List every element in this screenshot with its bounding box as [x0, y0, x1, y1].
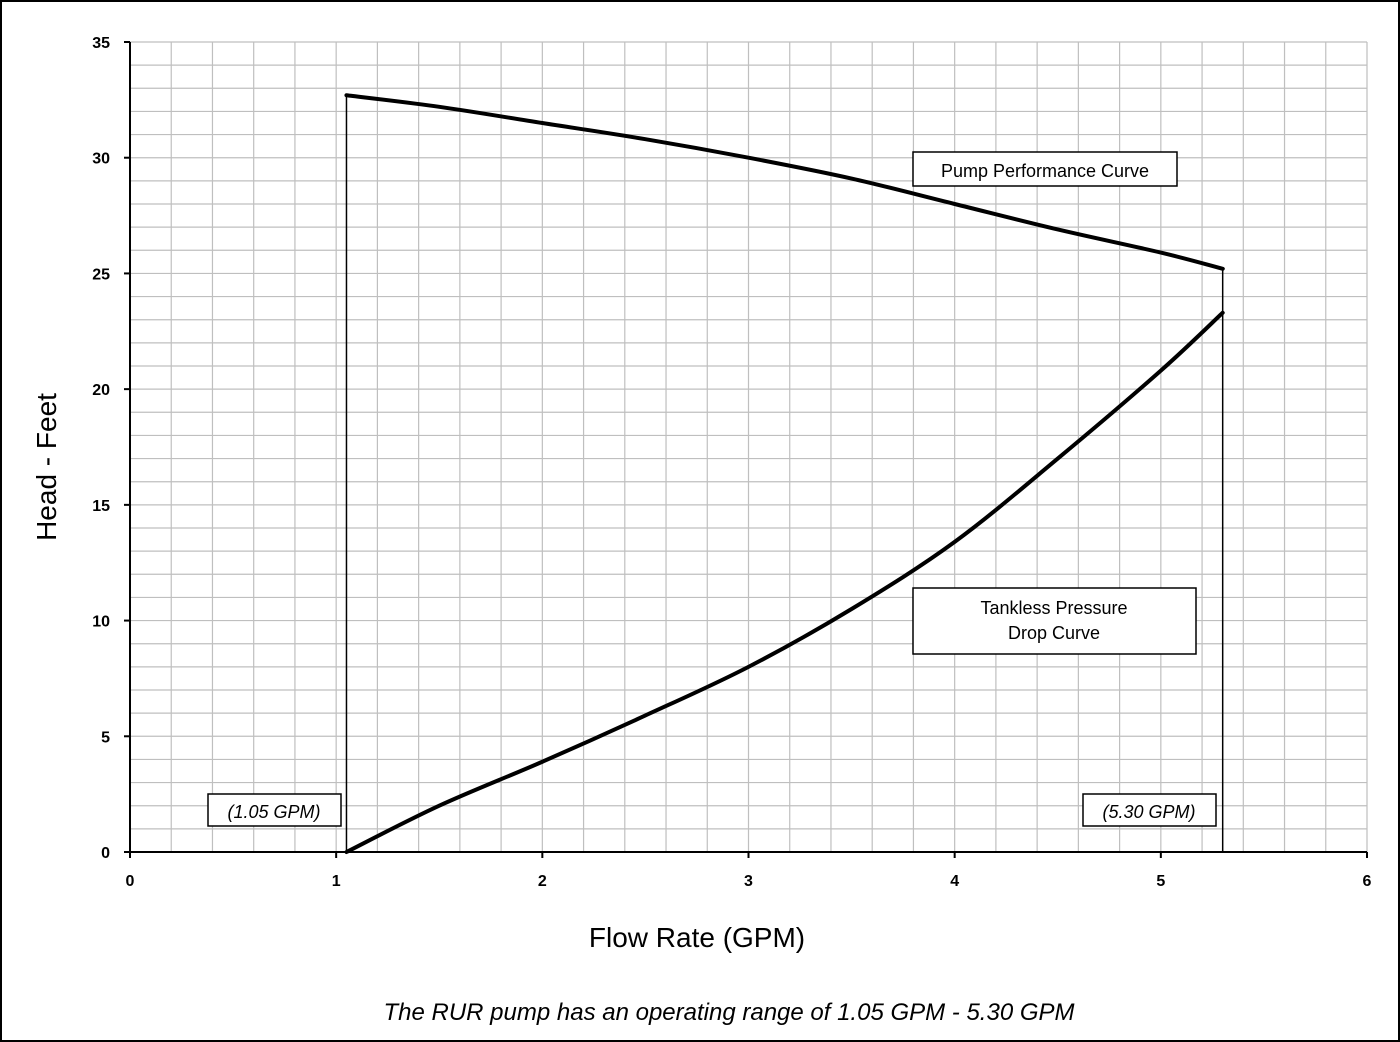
x-tick-label: 5: [1156, 873, 1165, 890]
grid: [129, 41, 1368, 853]
marker-label-box-high: (5.30 GPM): [1082, 793, 1217, 827]
marker-label-low: (1.05 GPM): [227, 802, 320, 822]
chart-caption: The RUR pump has an operating range of 1…: [383, 999, 1074, 1026]
y-tick-label: 20: [92, 382, 110, 399]
y-tick-label: 10: [92, 614, 110, 631]
x-tick-label: 2: [538, 873, 547, 890]
x-tick-label: 6: [1363, 873, 1372, 890]
tankless-curve-label-line1: Tankless Pressure: [980, 598, 1127, 618]
y-tick-label: 25: [92, 266, 110, 283]
axes: [124, 41, 1368, 858]
y-axis-title: Head - Feet: [31, 393, 62, 541]
pump-curve-label: Pump Performance Curve: [941, 161, 1149, 181]
x-tick-label: 3: [744, 873, 753, 890]
marker-label-high: (5.30 GPM): [1102, 802, 1195, 822]
tankless-curve-label-box: Tankless Pressure Drop Curve: [912, 587, 1197, 655]
y-tick-label: 30: [92, 151, 110, 168]
y-tick-label: 35: [92, 35, 110, 52]
tankless-curve-label-line2: Drop Curve: [1008, 623, 1100, 643]
vertical-markers: [344, 94, 1225, 852]
y-tick-label: 5: [101, 729, 110, 746]
series-lines: [344, 93, 1225, 854]
pump-curve-label-box: Pump Performance Curve: [912, 151, 1178, 187]
x-tick-label: 1: [332, 873, 341, 890]
marker-label-box-low: (1.05 GPM): [207, 793, 342, 827]
y-tick-label: 0: [101, 845, 110, 862]
x-axis-title: Flow Rate (GPM): [589, 922, 805, 953]
tankless-pressure-drop-curve: [344, 310, 1225, 854]
x-tick-label: 0: [126, 873, 135, 890]
y-tick-label: 15: [92, 498, 110, 515]
pump-performance-curve: [344, 93, 1225, 271]
x-tick-label: 4: [950, 873, 959, 890]
x-tick-labels: 0 1 2 3 4 5 6: [126, 873, 1372, 890]
y-tick-labels: 0 5 10 15 20 25 30 35: [92, 35, 110, 862]
